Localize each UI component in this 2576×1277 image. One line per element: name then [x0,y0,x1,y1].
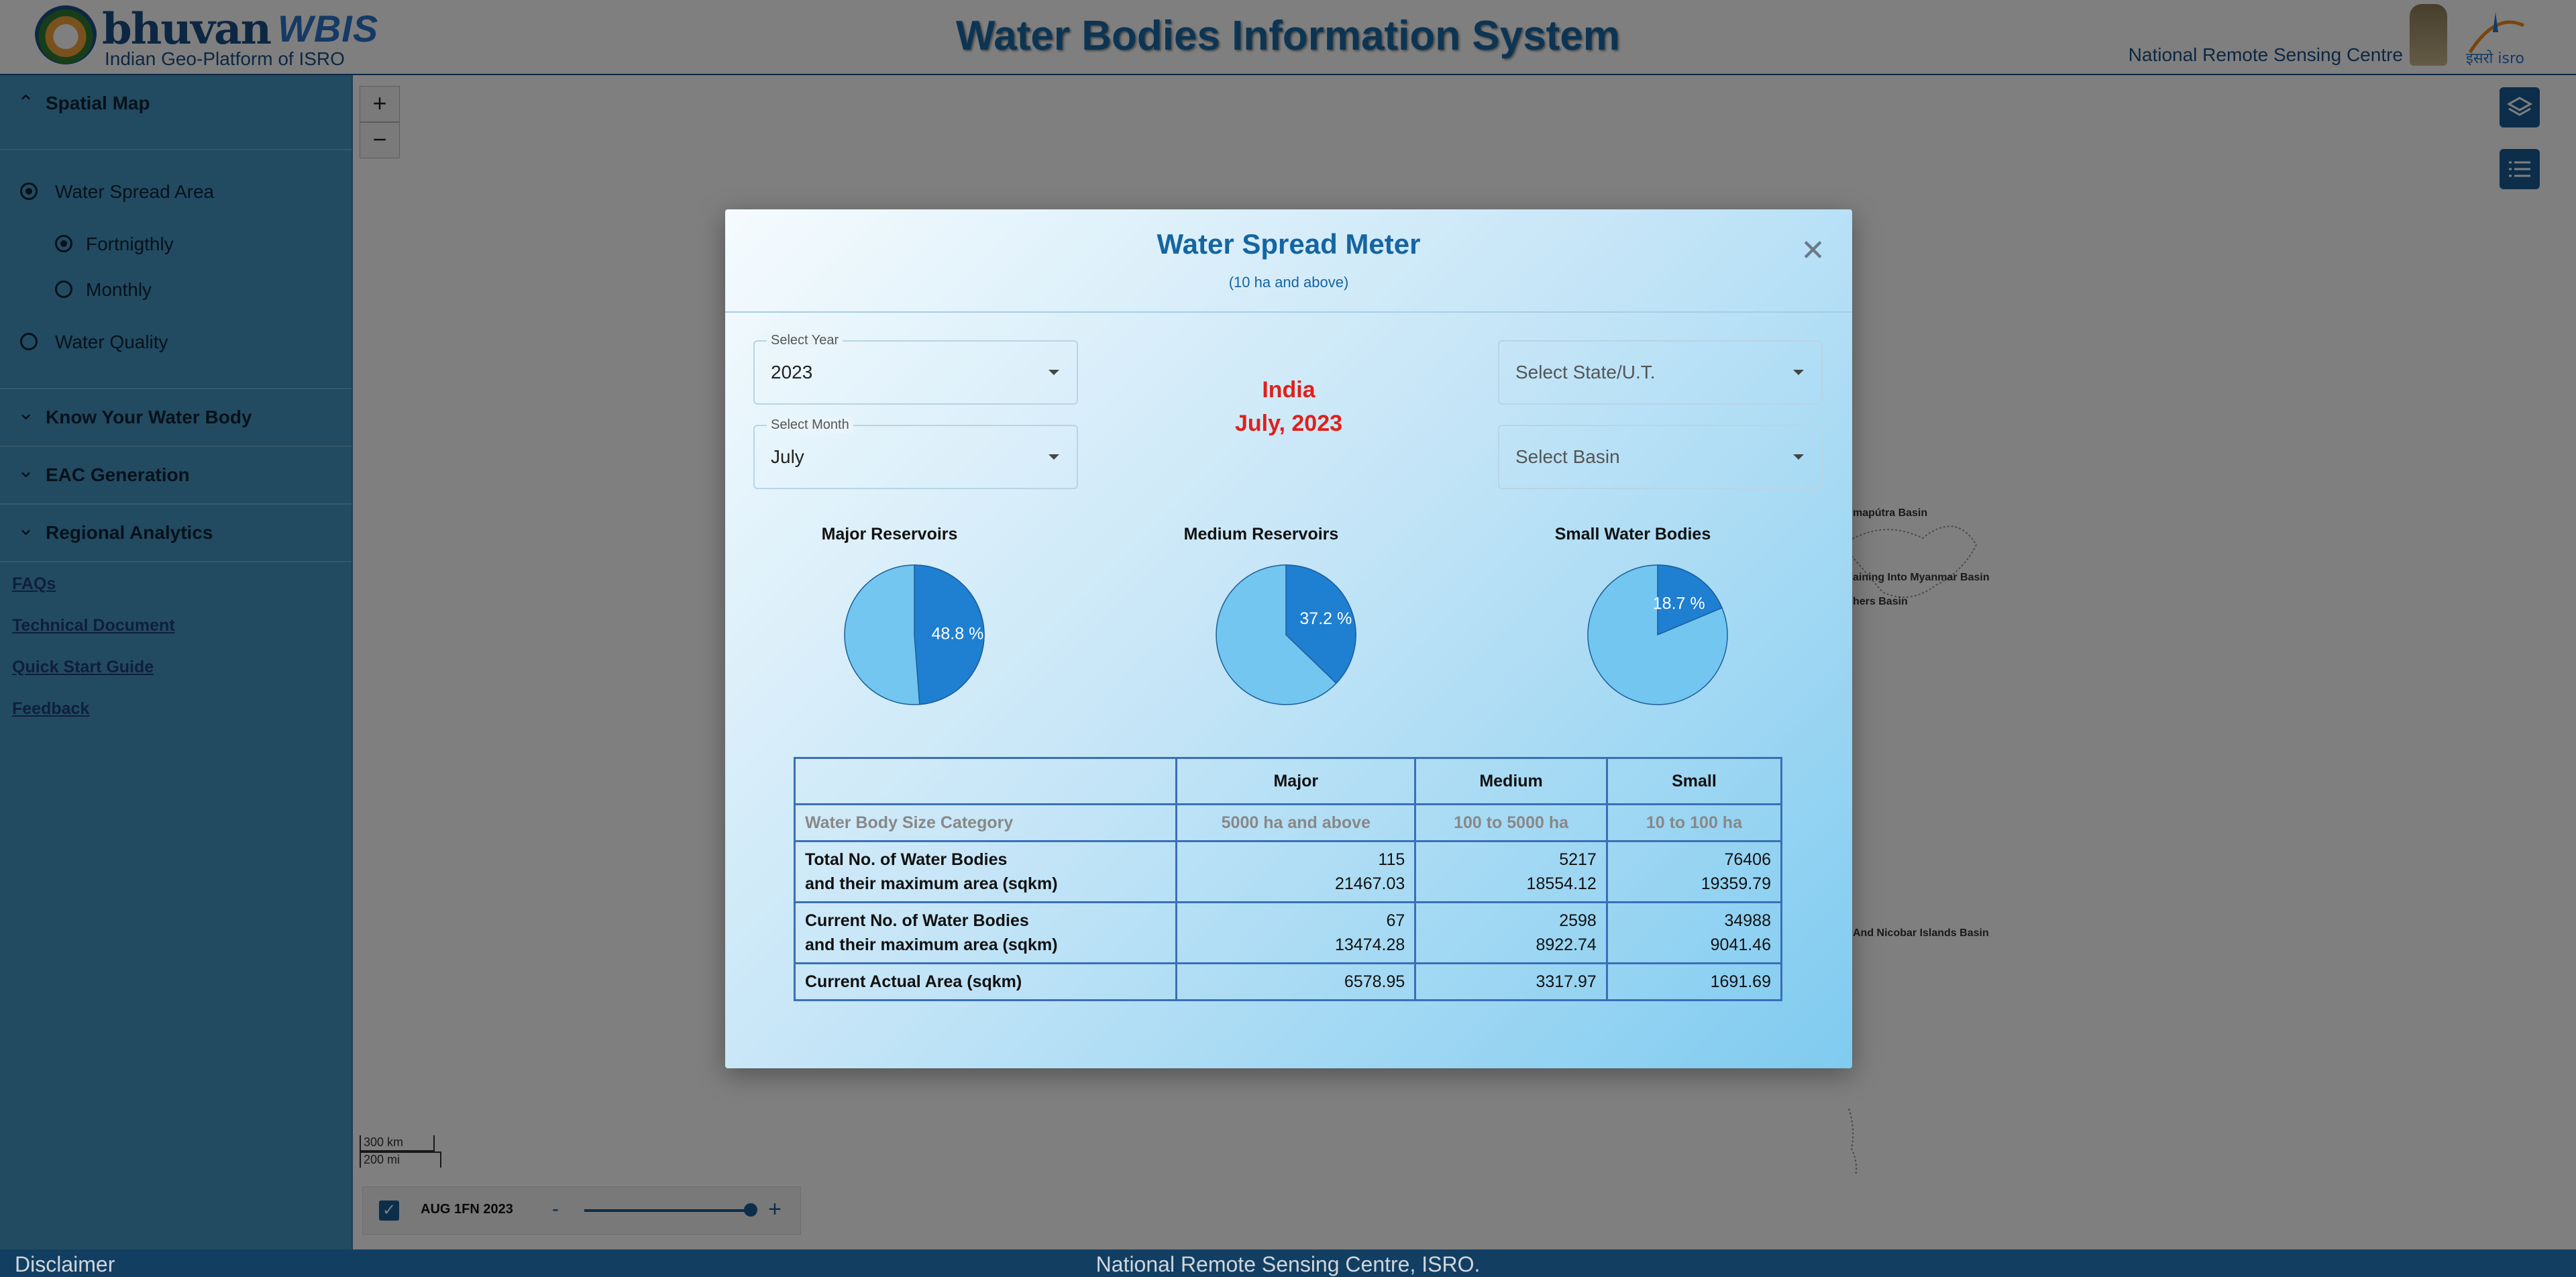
count: 34988 [1724,911,1771,930]
cell-current-small: 34988 9041.46 [1605,901,1783,964]
month-select[interactable]: Select Month July [753,417,1078,489]
pie-value-label: 37.2 % [1299,609,1352,628]
pie-major-reservoirs[interactable]: 48.8 % [842,562,987,707]
footer-credit: National Remote Sensing Centre, ISRO. [1095,1252,1481,1276]
cell-size-major: 5000 ha and above [1175,803,1417,842]
count: 2598 [1559,911,1597,930]
footer: Disclaimer National Remote Sensing Centr… [0,1249,2576,1277]
caret-down-icon [1049,370,1059,375]
pie-value-label: 48.8 % [932,625,984,644]
caret-down-icon [1793,370,1804,375]
area: 21467.03 [1335,874,1405,893]
count: 67 [1386,911,1405,930]
caret-down-icon [1793,454,1804,460]
header-cell-small: Small [1605,757,1783,805]
period-label: July, 2023 [1234,411,1343,436]
pie-small-water-bodies[interactable]: 18.7 % [1585,562,1730,707]
area: 8922.74 [1536,935,1597,954]
header-cell-empty [793,757,1178,805]
year-select-value: 2023 [771,362,813,382]
basin-select-placeholder: Select Basin [1515,446,1620,467]
month-select-value: July [771,446,804,467]
state-select-placeholder: Select State/U.T. [1515,362,1656,382]
state-select[interactable]: Select State/U.T. [1498,340,1823,405]
row-label: Total No. of Water Bodies and their maxim… [793,840,1178,903]
month-select-label: Select Month [767,417,853,433]
header-cell-medium: Medium [1414,757,1608,805]
header-cell-major: Major [1175,757,1417,805]
count: 115 [1378,850,1405,869]
year-select-label: Select Year [767,333,843,348]
basin-select[interactable]: Select Basin [1498,425,1823,489]
row-label: Current Actual Area (sqkm) [793,962,1178,1001]
pie-medium-reservoirs[interactable]: 37.2 % [1214,562,1358,707]
pie-slice-value[interactable] [1285,564,1356,684]
row-label: Water Body Size Category [793,803,1178,842]
count: 76406 [1724,850,1771,869]
year-select[interactable]: Select Year 2023 [753,333,1078,405]
water-bodies-table: Major Medium Small Water Body Size Categ… [793,757,1783,1001]
area: 13474.28 [1335,935,1405,954]
cell-current-major: 67 13474.28 [1175,901,1417,964]
disclaimer-link[interactable]: Disclaimer [15,1252,115,1276]
count: 5217 [1559,850,1597,869]
pie-value-label: 18.7 % [1653,594,1705,613]
row-label: Current No. of Water Bodies and their max… [793,901,1178,964]
cell-total-small: 76406 19359.79 [1605,840,1783,903]
area: 18554.12 [1526,874,1597,893]
pie-slice-value[interactable] [914,564,985,705]
cell-actual-medium: 3317.97 [1414,962,1608,1001]
dialog-title: Water Spread Meter [1157,228,1421,260]
row-label-line2: and their maximum area (sqkm) [805,935,1058,954]
pie-slice-value[interactable] [1657,564,1723,636]
table-row-size-category: Water Body Size Category 5000 ha and abo… [793,803,1783,842]
cell-size-small: 10 to 100 ha [1605,803,1783,842]
close-icon[interactable]: ✕ [1801,234,1825,267]
row-label-line2: and their maximum area (sqkm) [805,874,1058,893]
table-row-actual-area: Current Actual Area (sqkm) 6578.95 3317.… [793,962,1783,1001]
cell-total-medium: 5217 18554.12 [1414,840,1608,903]
area: 9041.46 [1710,935,1771,954]
pie-title-medium: Medium Reservoirs [1183,525,1339,544]
area: 19359.79 [1701,874,1771,893]
row-label-line1: Current No. of Water Bodies [805,911,1029,930]
cell-total-major: 115 21467.03 [1175,840,1417,903]
caret-down-icon [1049,454,1059,460]
pie-title-small: Small Water Bodies [1554,525,1711,544]
cell-actual-major: 6578.95 [1175,962,1417,1001]
cell-current-medium: 2598 8922.74 [1414,901,1608,964]
table-header-row: Major Medium Small [793,757,1783,805]
cell-size-medium: 100 to 5000 ha [1414,803,1608,842]
water-spread-meter-dialog: Water Spread Meter (10 ha and above) ✕ S… [725,209,1852,1068]
table-row-total: Total No. of Water Bodies and their maxim… [793,840,1783,903]
row-label-line1: Total No. of Water Bodies [805,850,1008,869]
table-row-current: Current No. of Water Bodies and their max… [793,901,1783,964]
dialog-subtitle: (10 ha and above) [1228,274,1349,291]
region-label: India [1262,377,1316,403]
dialog-header: Water Spread Meter (10 ha and above) ✕ [725,209,1852,313]
cell-actual-small: 1691.69 [1605,962,1783,1001]
pie-title-major: Major Reservoirs [821,525,958,544]
